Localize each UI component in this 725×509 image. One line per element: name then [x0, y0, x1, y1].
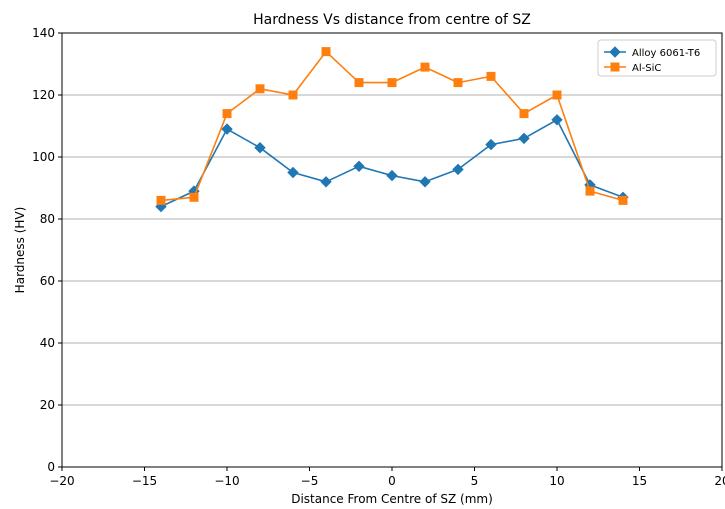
x-tick-label: 10 — [549, 474, 564, 488]
data-point — [287, 166, 299, 179]
legend-items: Alloy 6061-T6 Al-SiC — [604, 46, 700, 74]
data-point — [354, 78, 364, 88]
data-point — [321, 47, 331, 57]
y-tick-label: 100 — [32, 150, 55, 164]
data-point — [518, 132, 530, 145]
y-axis-title: Hardness (HV) — [13, 207, 27, 294]
y-tick-label: 120 — [32, 88, 55, 102]
data-point — [320, 176, 332, 188]
data-point — [453, 78, 463, 88]
gridlines — [62, 32, 722, 468]
data-point — [288, 90, 298, 100]
x-tick-label: 5 — [471, 474, 479, 488]
y-tick-label: 20 — [40, 398, 55, 412]
x-tick-label: −10 — [214, 474, 239, 488]
series-line — [160, 119, 624, 208]
data-point — [156, 195, 166, 205]
y-tick-label: 60 — [40, 274, 55, 288]
data-point — [485, 138, 497, 151]
legend-label: Al-SiC — [632, 63, 661, 74]
legend-marker — [610, 62, 620, 72]
data-point — [452, 163, 464, 176]
series-lines — [155, 47, 629, 213]
data-point — [221, 123, 233, 135]
data-point — [254, 141, 266, 154]
data-point — [387, 78, 397, 88]
data-point — [222, 109, 232, 119]
y-tick-label: 80 — [40, 212, 55, 226]
y-tick-label: 0 — [47, 460, 55, 474]
data-point — [386, 169, 398, 182]
data-point — [189, 192, 199, 202]
data-point — [552, 90, 562, 100]
y-tick-label: 40 — [40, 336, 55, 350]
legend-marker — [609, 46, 621, 58]
data-point — [486, 71, 496, 81]
series-1 — [155, 114, 629, 213]
legend-label: Alloy 6061-T6 — [632, 48, 700, 59]
legend: Alloy 6061-T6 Al-SiC — [597, 39, 717, 77]
data-point — [618, 195, 628, 205]
data-point — [420, 62, 430, 72]
series-2 — [156, 47, 628, 205]
x-tick-label: 0 — [388, 474, 396, 488]
chart-title: Hardness Vs distance from centre of SZ — [253, 12, 531, 28]
data-point — [255, 84, 265, 94]
data-point — [519, 109, 529, 119]
x-axis-title: Distance From Centre of SZ (mm) — [291, 492, 493, 506]
plot-area-frame — [61, 32, 723, 468]
legend-box — [597, 39, 717, 77]
data-point — [419, 176, 431, 188]
data-point — [585, 186, 595, 196]
data-point — [551, 114, 563, 126]
x-tick-label: −15 — [132, 474, 157, 488]
data-point — [353, 160, 365, 173]
x-tick-label: 15 — [632, 474, 647, 488]
y-tick-label: 140 — [32, 26, 55, 40]
axis-ticks: 0 20 40 60 80 100 120 140 −20 −15 −10 −5 0 5 10 15 20 — [32, 26, 725, 488]
x-tick-label: −20 — [49, 474, 74, 488]
x-tick-label: 20 — [714, 474, 725, 488]
x-tick-label: −5 — [301, 474, 319, 488]
